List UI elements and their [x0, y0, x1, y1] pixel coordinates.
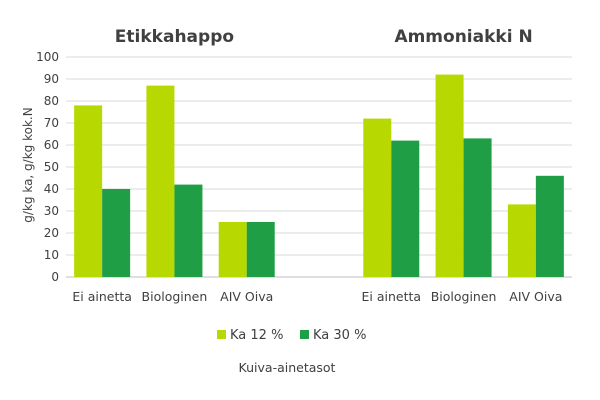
y-tick-label: 20	[44, 226, 59, 240]
group-title: Ammoniakki N	[394, 27, 532, 47]
gridlines	[66, 56, 572, 278]
legend-label-ka12: Ka 12 %	[230, 328, 283, 343]
bar-ammoniakki-n-0-2	[507, 204, 536, 277]
y-tick-label: 0	[51, 270, 59, 284]
bar-ammoniakki-n-0-0	[363, 118, 392, 277]
y-tick-label: 70	[44, 116, 59, 130]
y-tick-label: 60	[44, 138, 59, 152]
bar-ammoniakki-n-0-1	[435, 74, 464, 277]
category-label: Ei ainetta	[362, 289, 422, 304]
bar-etikkahappo-0-2	[218, 222, 247, 277]
y-tick-label: 40	[44, 182, 59, 196]
bar-etikkahappo-0-0	[74, 105, 103, 278]
bar-ammoniakki-n-1-0	[391, 140, 420, 277]
category-label: AIV Oiva	[220, 289, 273, 304]
legend-label-ka30: Ka 30 %	[313, 328, 366, 343]
legend: Ka 12 % Ka 30 %	[217, 328, 366, 343]
bar-etikkahappo-0-1	[146, 85, 175, 277]
category-label: Biologinen	[431, 289, 497, 304]
y-tick-label: 100	[36, 50, 59, 64]
group-titles: Etikkahappo Ammoniakki N	[115, 27, 533, 47]
bar-etikkahappo-1-0	[102, 189, 131, 277]
category-label: Ei ainetta	[72, 289, 132, 304]
group-title: Etikkahappo	[115, 27, 234, 47]
bars	[74, 74, 564, 278]
x-axis-label: Kuiva-ainetasot	[239, 360, 336, 375]
category-label: AIV Oiva	[509, 289, 562, 304]
bar-etikkahappo-1-1	[174, 184, 203, 277]
bar-ammoniakki-n-1-1	[463, 138, 492, 277]
bar-ammoniakki-n-1-2	[535, 175, 564, 277]
y-axis-ticks: 0 10 20 30 40 50 60 70 80 90 100	[36, 50, 59, 284]
y-tick-label: 50	[44, 160, 59, 174]
y-tick-label: 10	[44, 248, 59, 262]
category-label: Biologinen	[142, 289, 208, 304]
category-labels: Ei ainetta Biologinen AIV Oiva Ei ainetta Bi…	[72, 289, 562, 304]
legend-swatch-ka30	[300, 330, 309, 339]
y-tick-label: 30	[44, 204, 59, 218]
y-tick-label: 90	[44, 72, 59, 86]
y-axis-label: g/kg ka, g/kg kok.N	[21, 107, 35, 222]
y-tick-label: 80	[44, 94, 59, 108]
bar-etikkahappo-1-2	[246, 222, 275, 277]
legend-swatch-ka12	[217, 330, 226, 339]
